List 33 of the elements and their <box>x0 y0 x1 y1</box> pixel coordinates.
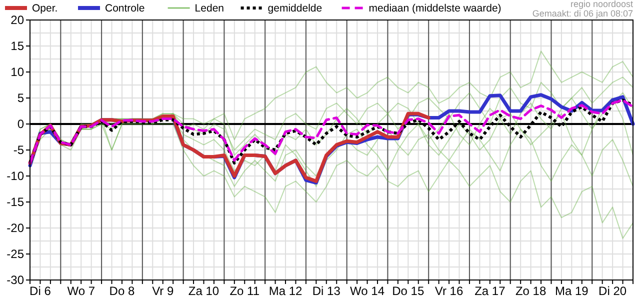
x-tick-label: Wo 14 <box>350 284 385 298</box>
x-tick-label: Wo 7 <box>67 284 96 298</box>
y-tick-label: 20 <box>10 13 24 28</box>
x-tick-label: Vr 16 <box>434 284 464 298</box>
x-tick-label: Vr 9 <box>152 284 174 298</box>
x-tick-label: Za 17 <box>474 284 506 298</box>
x-tick-label: Do 15 <box>392 284 424 298</box>
x-tick-label: Ma 12 <box>268 284 303 298</box>
y-tick-label: -30 <box>6 273 24 288</box>
legend-label: Leden <box>194 2 224 15</box>
legend-label: Controle <box>105 2 145 15</box>
x-tick-label: Di 20 <box>598 284 627 298</box>
y-tick-label: -20 <box>6 221 24 236</box>
x-tick-label: Di 6 <box>30 284 52 298</box>
text: Gemaakt: di 06 jan 08:07 <box>532 8 633 19</box>
x-tick-label: Za 10 <box>188 284 220 298</box>
legend-label: gemiddelde <box>268 2 322 15</box>
y-tick-label: -10 <box>6 169 24 184</box>
x-tick-label: Di 13 <box>312 284 341 298</box>
legend-label: mediaan (middelste waarde) <box>368 2 502 15</box>
y-tick-label: 10 <box>10 65 24 80</box>
x-tick-label: Zo 11 <box>230 284 260 298</box>
y-tick-label: -5 <box>13 143 24 158</box>
x-tick-label: Do 8 <box>109 284 135 298</box>
text: regio noordoost <box>570 0 634 10</box>
y-tick-label: 5 <box>17 91 24 106</box>
x-tick-label: Zo 18 <box>515 284 546 298</box>
legend-label: Oper. <box>32 2 58 15</box>
y-tick-label: -25 <box>6 247 24 262</box>
y-tick-label: 0 <box>17 117 24 132</box>
y-tick-label: 15 <box>10 39 24 54</box>
x-tick-label: Ma 19 <box>555 284 589 298</box>
y-tick-label: -15 <box>6 195 24 210</box>
